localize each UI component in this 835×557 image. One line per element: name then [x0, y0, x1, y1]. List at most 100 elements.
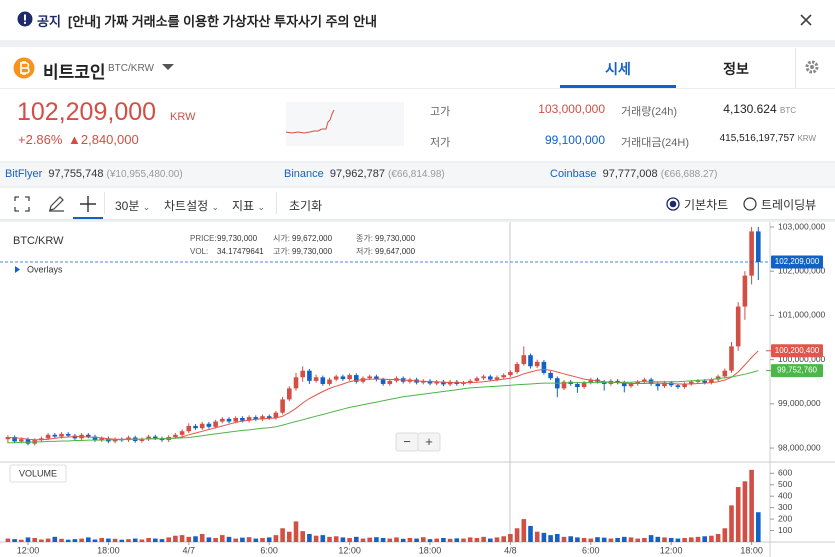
- volume-bar: [193, 536, 198, 542]
- crosshair-icon[interactable]: [80, 196, 96, 212]
- volume-bar: [561, 536, 567, 542]
- candle-body: [186, 425, 192, 432]
- volume-bar: [240, 537, 245, 542]
- info-label: PRICE:: [190, 234, 217, 243]
- x-tick-label: 12:00: [17, 545, 40, 555]
- volume-bar: [32, 537, 37, 542]
- candle-body: [45, 434, 51, 439]
- volume-bar: [488, 538, 493, 542]
- volume-bar: [199, 533, 205, 542]
- volume-bar: [601, 537, 607, 542]
- candle-body: [548, 372, 553, 379]
- tool-active: [73, 217, 103, 219]
- fullscreen-icon[interactable]: [14, 196, 30, 212]
- info-value: 99,647,000: [375, 247, 416, 256]
- radio-selected[interactable]: [666, 197, 680, 211]
- candle-body: [474, 378, 480, 381]
- volume-bar: [427, 539, 433, 542]
- indicators-text: 지표: [232, 199, 255, 213]
- ma-tag-label: 100,200,400: [775, 346, 820, 355]
- volume-bar: [528, 525, 533, 542]
- volume-bar: [514, 528, 520, 542]
- candle-body: [273, 412, 279, 418]
- close-button[interactable]: [799, 13, 813, 27]
- exchange-name[interactable]: BitFlyer: [5, 168, 43, 180]
- volume-bar: [407, 537, 413, 542]
- reset[interactable]: 초기화: [289, 199, 323, 213]
- volume-bar: [742, 481, 748, 542]
- divider: [0, 88, 835, 89]
- candle-body: [374, 376, 379, 380]
- candle-body: [92, 436, 98, 441]
- notice-text[interactable]: [안내] 가짜 거래소를 이용한 가상자산 투자사기 주의 안내: [68, 14, 378, 29]
- tab-info[interactable]: 정보: [723, 61, 749, 77]
- volume-bar: [313, 535, 319, 542]
- candle-body: [715, 376, 721, 380]
- candle-body: [233, 417, 238, 422]
- candle-body: [266, 416, 272, 418]
- interval[interactable]: 30분 ⌄: [115, 199, 151, 213]
- zoom-in[interactable]: [417, 432, 441, 452]
- settings-gear[interactable]: [804, 59, 820, 75]
- draw-icon[interactable]: [49, 196, 64, 212]
- candle-body: [709, 379, 714, 383]
- volume-bar: [166, 537, 171, 542]
- ma-tag: [771, 364, 823, 378]
- volume-bar: [233, 538, 238, 542]
- volume-bar: [226, 536, 232, 542]
- candle-body: [749, 231, 754, 276]
- candle-body: [695, 380, 701, 382]
- x-tick-label: 6:00: [260, 545, 278, 555]
- candle-body: [441, 381, 446, 385]
- volume-bar: [300, 531, 305, 542]
- candle-body: [5, 437, 11, 440]
- exchange: BitFlyer 97,755,748 (¥10,955,480.00): [5, 168, 183, 180]
- candle-body: [333, 376, 339, 380]
- exchange-row: [0, 163, 835, 186]
- coin-dropdown[interactable]: [161, 63, 175, 71]
- volume-bar: [213, 537, 218, 542]
- candle-body: [246, 417, 252, 421]
- indicators[interactable]: 지표 ⌄: [232, 199, 265, 213]
- candle-body: [139, 439, 145, 441]
- volume-bar: [374, 537, 379, 542]
- info-label: 저가:: [356, 247, 373, 256]
- tradingview[interactable]: 트레이딩뷰: [761, 198, 817, 212]
- basic-chart[interactable]: 기본차트: [684, 198, 729, 212]
- chart-settings[interactable]: 차트설정 ⌄: [164, 199, 220, 213]
- volume-bar: [689, 537, 694, 542]
- low-label: 저가: [430, 137, 451, 149]
- volume-bar: [414, 538, 419, 542]
- volume-bar: [441, 537, 446, 542]
- candle-body: [742, 275, 748, 307]
- x-tick-label: 18:00: [419, 545, 442, 555]
- volume-bar: [581, 537, 587, 542]
- volume-bar: [662, 537, 667, 542]
- volume-bar: [421, 537, 426, 542]
- overlays[interactable]: Overlays: [27, 264, 63, 274]
- y-tick-label: 98,000,000: [778, 442, 821, 452]
- volume-tick-label: 300: [778, 502, 792, 512]
- candle-body: [628, 383, 634, 387]
- divider: [104, 192, 105, 214]
- volume-bar: [280, 528, 285, 542]
- volume-bar: [367, 537, 372, 542]
- volume-bar: [622, 536, 627, 542]
- candle-body: [253, 417, 259, 420]
- volume-bar: [615, 537, 620, 542]
- candle-body: [260, 416, 265, 420]
- exchange-price: 97,755,748: [48, 168, 104, 180]
- volume-bar: [52, 536, 58, 542]
- overlays-arrow[interactable]: [15, 266, 20, 273]
- exchange-name[interactable]: Coinbase: [550, 168, 597, 180]
- exchange-foreign: (€66,814.98): [388, 169, 445, 180]
- ma-tag: [771, 344, 823, 358]
- exchange-name[interactable]: Binance: [284, 168, 324, 180]
- candle-body: [307, 370, 312, 381]
- volume-bar: [253, 538, 259, 542]
- tab-quote[interactable]: 시세: [605, 61, 631, 77]
- radio[interactable]: [743, 197, 757, 211]
- candle-body: [293, 377, 299, 389]
- volume-bar: [39, 539, 44, 542]
